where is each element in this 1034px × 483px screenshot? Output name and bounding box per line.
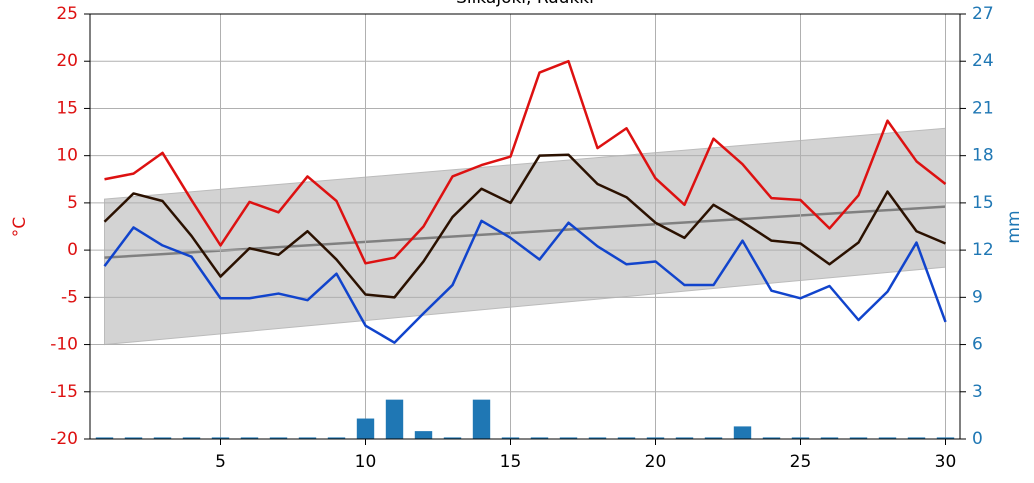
y2-tick-label: 9	[972, 287, 983, 307]
plot-frame	[89, 13, 961, 440]
precip-bar	[269, 437, 288, 439]
y-tick-label: 10	[56, 146, 78, 166]
y-tick-label: 0	[67, 240, 78, 260]
precip-bar	[559, 437, 578, 439]
precip-bar	[124, 437, 143, 439]
precip-bar	[472, 399, 491, 439]
precip-bar	[385, 399, 404, 439]
precip-bar	[240, 437, 259, 439]
y-tick-label: 20	[56, 51, 78, 71]
temp-line	[104, 59, 947, 265]
y-tick-label: -20	[50, 429, 78, 449]
precip-bar	[704, 437, 723, 439]
precip-bar	[298, 437, 317, 439]
y2-tick-label: 24	[972, 51, 994, 71]
precip-bar	[211, 437, 230, 439]
y2-tick-label: 0	[972, 429, 983, 449]
y2-tick-label: 6	[972, 335, 983, 355]
precip-bar	[820, 437, 839, 439]
precip-bar	[849, 437, 868, 439]
y-tick-label: -10	[50, 335, 78, 355]
precip-bar	[327, 437, 346, 439]
precip-bar	[182, 437, 201, 439]
precip-bar	[588, 437, 607, 439]
temp-line	[103, 153, 946, 299]
y-tick-label: 5	[67, 193, 78, 213]
y2-tick-label: 15	[972, 193, 994, 213]
x-tick-label: 10	[355, 452, 377, 472]
x-tick-label: 20	[645, 452, 667, 472]
normal-band	[104, 127, 946, 346]
y2-axis-label: mm	[1004, 210, 1024, 243]
precip-bar	[646, 437, 665, 439]
y2-tick-label: 3	[972, 382, 983, 402]
x-tick-label: 25	[790, 452, 812, 472]
x-tick-label: 30	[935, 452, 957, 472]
precip-bar	[356, 418, 375, 439]
x-tick-label: 15	[500, 452, 522, 472]
y-tick-label: 15	[56, 98, 78, 118]
y-axis-label: °C	[10, 217, 30, 237]
y2-tick-label: 27	[972, 4, 994, 24]
y2-tick-label: 12	[972, 240, 994, 260]
precip-bar	[878, 437, 897, 439]
precip-bar	[414, 431, 433, 439]
precip-bar	[530, 437, 549, 439]
precip-bar	[907, 437, 926, 439]
precip-bar	[791, 437, 810, 439]
precip-bar	[617, 437, 636, 439]
x-tick-label: 5	[215, 452, 226, 472]
precip-bar	[95, 437, 114, 439]
y-tick-label: -15	[50, 382, 78, 402]
y2-tick-label: 21	[972, 98, 994, 118]
precip-bar	[675, 437, 694, 439]
chart-title: Siikajoki, Ruukki	[456, 0, 594, 8]
precip-bar	[501, 437, 520, 439]
precip-bar	[733, 426, 752, 439]
temp-line	[103, 219, 947, 344]
precip-bar	[153, 437, 172, 439]
normal-mean-line	[104, 205, 946, 259]
y-tick-label: -5	[61, 287, 78, 307]
precip-bar	[443, 437, 462, 439]
y-tick-label: 25	[56, 4, 78, 24]
y2-tick-label: 18	[972, 146, 994, 166]
precip-bar	[936, 437, 955, 439]
precip-bar	[762, 437, 781, 439]
